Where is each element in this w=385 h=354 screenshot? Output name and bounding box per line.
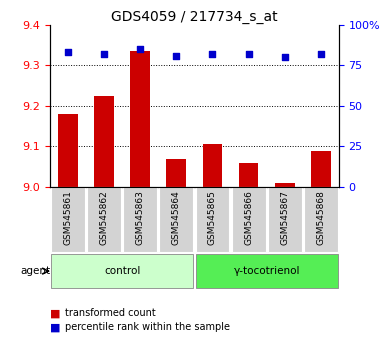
Text: GSM545865: GSM545865 — [208, 190, 217, 245]
Text: GSM545867: GSM545867 — [280, 190, 289, 245]
Title: GDS4059 / 217734_s_at: GDS4059 / 217734_s_at — [111, 10, 278, 24]
Point — [101, 51, 107, 57]
Text: GSM545861: GSM545861 — [64, 190, 73, 245]
Bar — [159, 187, 193, 252]
Text: ■: ■ — [50, 322, 60, 332]
Text: GSM545866: GSM545866 — [244, 190, 253, 245]
Text: agent: agent — [20, 266, 50, 276]
Text: GSM545864: GSM545864 — [172, 190, 181, 245]
Bar — [311, 150, 331, 187]
Bar — [51, 254, 193, 289]
Text: ■: ■ — [50, 308, 60, 318]
Bar — [87, 187, 121, 252]
Bar — [94, 96, 114, 187]
Bar — [58, 114, 78, 187]
Point — [281, 55, 288, 60]
Bar — [166, 159, 186, 187]
Bar — [232, 187, 266, 252]
Text: control: control — [104, 266, 141, 276]
Text: GSM545863: GSM545863 — [136, 190, 145, 245]
Text: γ-tocotrienol: γ-tocotrienol — [233, 266, 300, 276]
Point — [173, 53, 179, 58]
Text: transformed count: transformed count — [65, 308, 156, 318]
Bar — [123, 187, 157, 252]
Point — [209, 51, 216, 57]
Point — [137, 46, 143, 52]
Bar — [275, 183, 295, 187]
Bar — [203, 144, 223, 187]
Point — [318, 51, 324, 57]
Point — [65, 50, 71, 55]
Text: GSM545868: GSM545868 — [316, 190, 325, 245]
Text: percentile rank within the sample: percentile rank within the sample — [65, 322, 231, 332]
Bar — [196, 187, 229, 252]
Bar — [239, 163, 258, 187]
Bar — [51, 187, 85, 252]
Bar — [268, 187, 301, 252]
Text: GSM545862: GSM545862 — [100, 190, 109, 245]
Point — [246, 51, 252, 57]
Bar — [131, 51, 150, 187]
Bar — [304, 187, 338, 252]
Bar — [196, 254, 338, 289]
